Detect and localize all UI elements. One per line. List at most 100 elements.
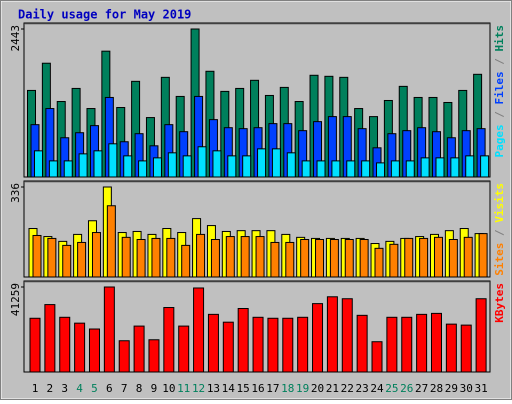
bar xyxy=(460,324,472,373)
bar xyxy=(376,162,386,178)
bar xyxy=(32,234,42,278)
bar xyxy=(225,236,235,278)
y-tick-label: 336 xyxy=(9,183,22,203)
legend-separator: / xyxy=(493,223,506,243)
bar xyxy=(222,321,234,373)
bar xyxy=(74,322,86,373)
bar xyxy=(108,143,118,178)
x-tick-label: 11 xyxy=(177,382,190,395)
bar xyxy=(106,205,116,278)
legend: KBytes xyxy=(493,283,506,323)
bar xyxy=(326,296,338,373)
x-tick-label: 13 xyxy=(207,382,220,395)
bar xyxy=(193,287,205,373)
bar xyxy=(91,232,101,278)
bar xyxy=(29,317,41,373)
bar xyxy=(312,303,324,373)
x-tick-label: 29 xyxy=(445,382,458,395)
bar xyxy=(297,316,309,373)
legend-entry: Visits xyxy=(493,183,506,223)
x-tick-label: 6 xyxy=(106,382,113,395)
bar xyxy=(405,160,415,178)
bar xyxy=(167,152,177,178)
bar xyxy=(430,312,442,373)
bar xyxy=(34,150,43,178)
bar xyxy=(445,323,457,373)
bar xyxy=(374,247,384,278)
x-tick-label: 21 xyxy=(326,382,339,395)
x-tick-label: 3 xyxy=(61,382,68,395)
x-tick-label: 18 xyxy=(281,382,294,395)
x-tick-label: 8 xyxy=(136,382,143,395)
chart-title: Daily usage for May 2019 xyxy=(18,8,191,22)
bar xyxy=(163,307,175,373)
legend-separator: / xyxy=(493,105,506,125)
bar xyxy=(329,239,339,278)
x-tick-label: 1 xyxy=(32,382,39,395)
x-tick-label: 27 xyxy=(415,382,428,395)
legend: Pages / Files / Hits xyxy=(493,25,506,158)
bar xyxy=(450,157,460,178)
legend-entry: Sites xyxy=(493,243,506,276)
bar xyxy=(389,243,399,278)
bar xyxy=(416,313,428,373)
bar xyxy=(465,155,475,178)
bar xyxy=(435,157,445,178)
bar xyxy=(103,286,115,373)
bar xyxy=(121,236,131,278)
legend: Sites / Visits xyxy=(493,183,506,276)
bar xyxy=(78,153,88,178)
bar xyxy=(181,244,191,278)
bar xyxy=(433,236,443,278)
x-tick-label: 15 xyxy=(237,382,250,395)
x-tick-label: 24 xyxy=(370,382,384,395)
bar xyxy=(93,150,103,178)
x-tick-label: 19 xyxy=(296,382,309,395)
bar xyxy=(237,307,249,373)
bar xyxy=(240,236,250,278)
x-tick-label: 5 xyxy=(91,382,98,395)
bar xyxy=(212,150,222,178)
y-tick-label: 41259 xyxy=(9,283,22,316)
x-tick-label: 12 xyxy=(192,382,205,395)
bar xyxy=(148,339,160,373)
bar xyxy=(346,160,356,178)
bar xyxy=(207,313,219,373)
x-tick-label: 20 xyxy=(311,382,324,395)
bar xyxy=(301,160,311,178)
x-tick-label: 25 xyxy=(385,382,398,395)
bar xyxy=(136,239,146,278)
legend-entry: KBytes xyxy=(493,283,506,323)
x-tick-label: 28 xyxy=(430,382,443,395)
bar xyxy=(252,316,264,373)
bar xyxy=(197,146,207,178)
legend-entry: Hits xyxy=(493,25,506,52)
x-tick-label: 14 xyxy=(222,382,236,395)
bar xyxy=(47,237,57,278)
bar xyxy=(475,298,487,373)
bar xyxy=(182,155,192,178)
bar xyxy=(62,244,72,278)
x-tick-label: 7 xyxy=(121,382,128,395)
bar xyxy=(166,237,176,278)
x-tick-label: 17 xyxy=(266,382,279,395)
bar xyxy=(257,148,267,178)
legend-entry: Pages xyxy=(493,124,506,157)
bar xyxy=(270,241,280,278)
bar xyxy=(286,152,296,178)
bar xyxy=(196,233,206,278)
bar xyxy=(63,160,73,178)
bar xyxy=(448,239,458,278)
y-tick-label: 2443 xyxy=(9,25,22,52)
bar xyxy=(480,155,490,178)
bar xyxy=(118,340,130,373)
bar xyxy=(285,241,295,278)
bar xyxy=(344,239,354,278)
bar xyxy=(210,239,220,278)
x-tick-label: 30 xyxy=(460,382,473,395)
bar xyxy=(138,160,148,178)
bar xyxy=(77,241,87,278)
x-tick-label: 31 xyxy=(474,382,487,395)
bar xyxy=(152,157,162,178)
x-tick-label: 16 xyxy=(251,382,264,395)
